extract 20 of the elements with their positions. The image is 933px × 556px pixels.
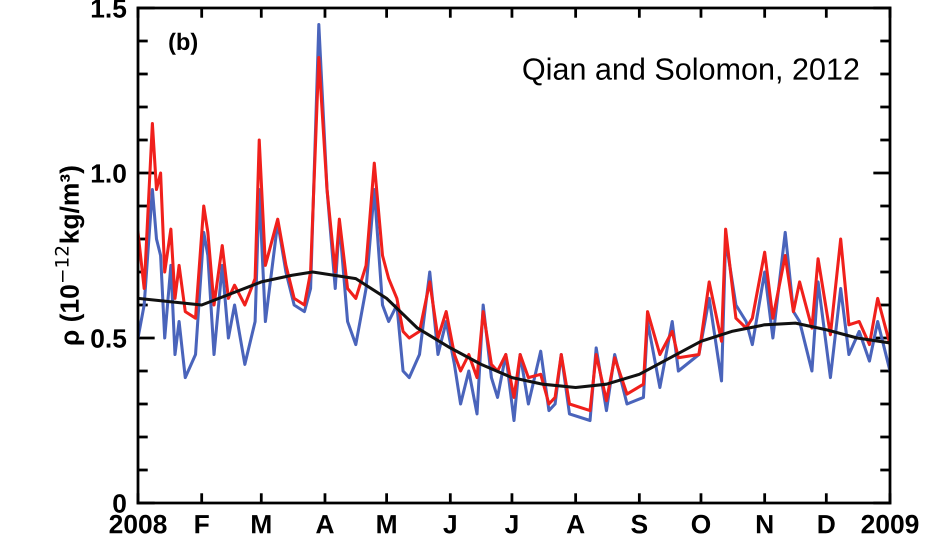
y-tick-label: 0.5	[91, 329, 126, 348]
x-tick-label: J	[505, 515, 518, 534]
annotation: Qian and Solomon, 2012	[523, 58, 858, 86]
x-tick-label: 2009	[862, 514, 918, 534]
annotation: (b)	[169, 32, 198, 55]
y-tick-label: 1.0	[92, 164, 126, 183]
x-tick-label: A	[316, 515, 334, 534]
x-tick-label: J	[443, 515, 456, 534]
x-tick-label: M	[252, 515, 271, 534]
x-tick-label: F	[195, 515, 209, 534]
y-axis-title: ρ (10$^{−12}$kg/m³)	[54, 166, 84, 344]
x-tick-label: M	[377, 515, 396, 534]
x-tick-label: D	[818, 515, 835, 534]
x-tick-label: 2008	[110, 514, 167, 534]
x-tick-label: O	[692, 514, 710, 534]
y-tick-label: 0	[113, 494, 126, 513]
x-tick-label: S	[631, 514, 648, 534]
x-tick-label: A	[566, 515, 584, 534]
x-tick-label: N	[756, 515, 772, 534]
line-series	[138, 270, 890, 390]
